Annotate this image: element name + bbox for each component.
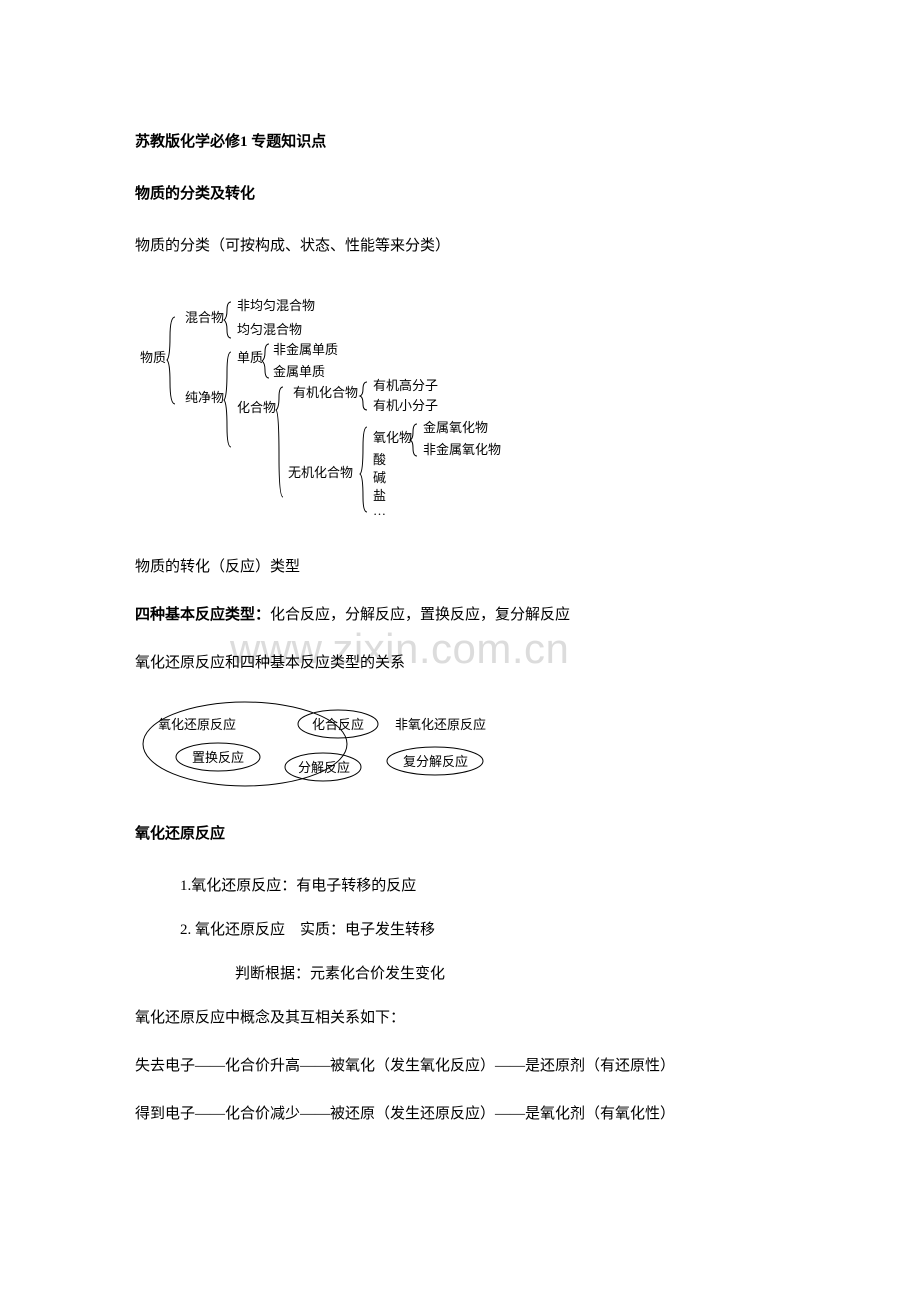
- redox-concepts-intro: 氧化还原反应中概念及其互相关系如下：: [135, 1006, 785, 1030]
- tree-nonmetal-oxide: 非金属氧化物: [423, 442, 501, 457]
- tree-nonmetal-simple: 非金属单质: [273, 342, 338, 357]
- venn-displacement: 置换反应: [192, 750, 244, 765]
- redox-definition-1: 1.氧化还原反应：有电子转移的反应: [135, 874, 785, 898]
- venn-combination: 化合反应: [312, 717, 364, 732]
- gain-electron-line: 得到电子——化合价减少——被还原（发生还原反应）——是氧化剂（有氧化性）: [135, 1102, 785, 1126]
- tree-etc: …: [373, 503, 386, 517]
- reaction-relation-diagram: 氧化还原反应 化合反应 非氧化还原反应 置换反应 分解反应 复分解反应: [140, 699, 785, 797]
- venn-nonredox: 非氧化还原反应: [395, 717, 486, 732]
- redox-judgment: 判断根据：元素化合价发生变化: [135, 962, 785, 986]
- tree-simple: 单质: [237, 350, 263, 365]
- lose-electron-line: 失去电子——化合价升高——被氧化（发生氧化反应）——是还原剂（有还原性）: [135, 1054, 785, 1078]
- venn-redox: 氧化还原反应: [158, 717, 236, 732]
- section-heading-redox: 氧化还原反应: [135, 822, 785, 846]
- tree-organic: 有机化合物: [293, 385, 358, 400]
- classification-tree-diagram: 物质 混合物 非均匀混合物 均匀混合物 纯净物 单质 非金属单质 金属单质 化合…: [135, 282, 785, 525]
- tree-compound: 化合物: [237, 400, 276, 415]
- tree-oxide: 氧化物: [373, 430, 412, 445]
- page-title: 苏教版化学必修1 专题知识点: [135, 130, 785, 154]
- tree-polymer: 有机高分子: [373, 378, 438, 393]
- tree-salt: 盐: [373, 488, 386, 503]
- tree-metal-oxide: 金属氧化物: [423, 420, 488, 435]
- four-reaction-types: 四种基本反应类型：化合反应，分解反应，置换反应，复分解反应: [135, 603, 785, 627]
- redox-definition-2: 2. 氧化还原反应 实质：电子发生转移: [135, 918, 785, 942]
- classification-intro: 物质的分类（可按构成、状态、性能等来分类）: [135, 234, 785, 258]
- tree-root: 物质: [140, 350, 166, 365]
- document-content: 苏教版化学必修1 专题知识点 物质的分类及转化 物质的分类（可按构成、状态、性能…: [135, 130, 785, 1126]
- tree-uniform: 均匀混合物: [237, 322, 302, 337]
- venn-decomposition: 分解反应: [298, 760, 350, 775]
- four-types-body: 化合反应，分解反应，置换反应，复分解反应: [270, 607, 570, 623]
- tree-metal-simple: 金属单质: [273, 364, 325, 379]
- tree-mixture: 混合物: [185, 310, 224, 325]
- tree-small-mol: 有机小分子: [373, 398, 438, 413]
- tree-inorganic: 无机化合物: [288, 465, 353, 480]
- section-heading-classification: 物质的分类及转化: [135, 182, 785, 206]
- four-types-label: 四种基本反应类型：: [135, 607, 270, 623]
- redox-relation-intro: 氧化还原反应和四种基本反应类型的关系: [135, 651, 785, 675]
- transformation-types-heading: 物质的转化（反应）类型: [135, 555, 785, 579]
- tree-base: 碱: [373, 470, 386, 485]
- tree-nonuniform: 非均匀混合物: [237, 298, 315, 313]
- venn-metathesis: 复分解反应: [403, 754, 468, 769]
- tree-acid: 酸: [373, 452, 386, 467]
- tree-pure: 纯净物: [185, 390, 224, 405]
